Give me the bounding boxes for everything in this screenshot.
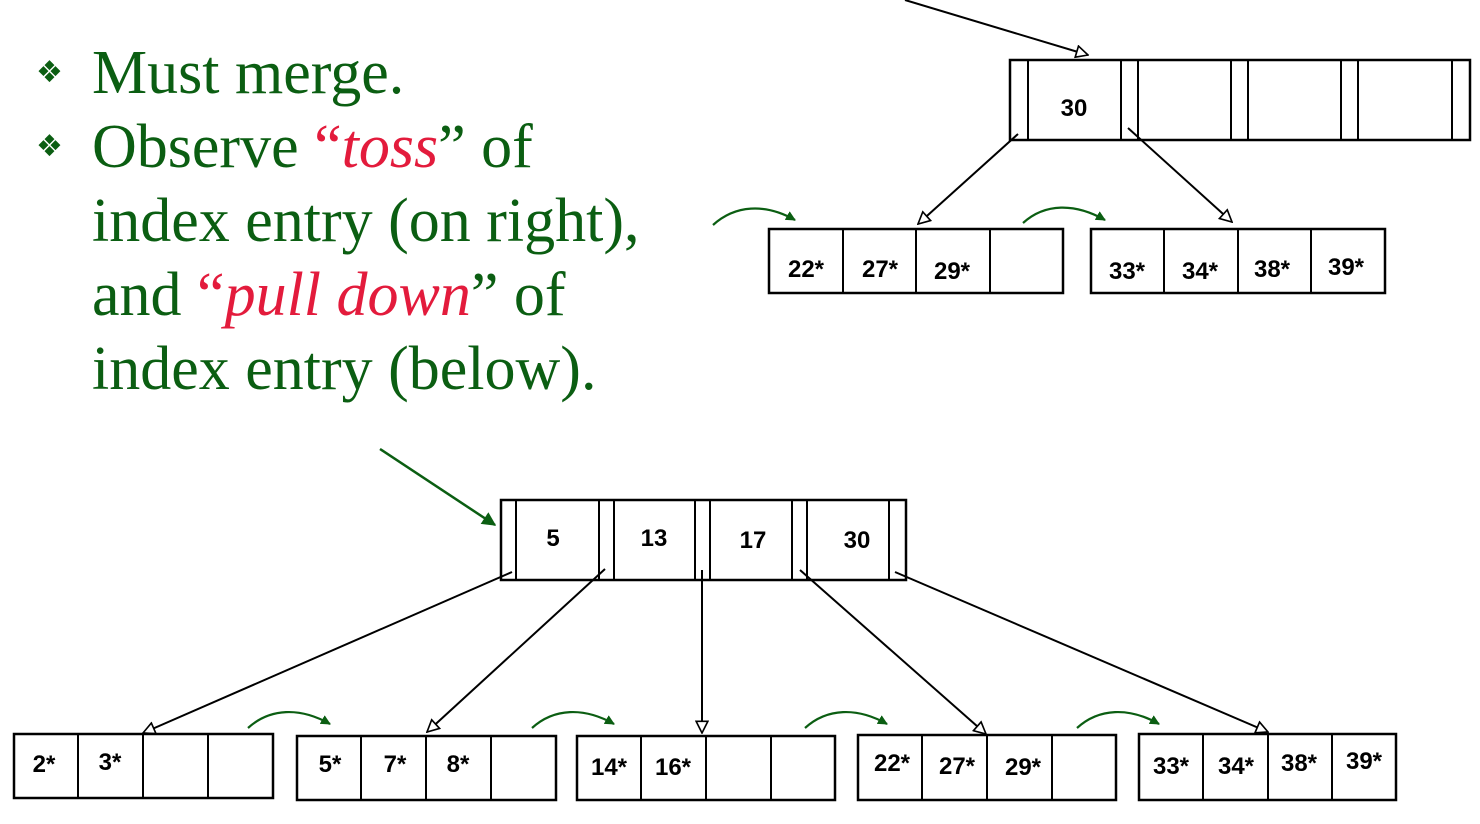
leaf-entry: 38* <box>1254 256 1291 283</box>
index-key: 13 <box>641 525 668 552</box>
bottom-leaf-node-3: 14* 16* <box>575 734 837 802</box>
child-pointer-arrow <box>799 569 986 734</box>
leaf-entry: 39* <box>1328 254 1365 281</box>
pull-down-emphasis: pull down <box>224 261 471 329</box>
text-span: of <box>498 261 566 329</box>
leaf-entry: 34* <box>1218 753 1255 780</box>
leaf-entry: 22* <box>788 256 825 283</box>
leaf-entry: 34* <box>1182 258 1219 285</box>
bullet-item-must-merge: ❖ Must merge. <box>36 36 640 110</box>
text-span: of <box>465 113 533 181</box>
bullet-line-4: index entry (below). <box>92 335 597 403</box>
leaf-entry: 33* <box>1153 753 1190 780</box>
leaf-entry: 38* <box>1281 750 1318 777</box>
bottom-leaf-node-5: 33* 34* 38* 39* <box>1137 732 1398 802</box>
bottom-leaf-node-1: 2* 3* <box>12 732 275 800</box>
sibling-link-arrow <box>712 207 796 226</box>
leaf-entry: 14* <box>591 754 628 781</box>
text-span: and <box>92 261 198 329</box>
leaf-entry: 22* <box>874 750 911 777</box>
child-pointer-arrow <box>918 133 1019 224</box>
index-key: 17 <box>740 527 767 554</box>
leaf-entry: 2* <box>33 751 56 778</box>
leaf-entry: 29* <box>934 258 971 285</box>
bottom-leaf-node-2: 5* 7* 8* <box>295 734 558 802</box>
top-leaf-node-1: 22* 27* 29* <box>767 227 1065 295</box>
bullet-item-observe: ❖ Observe “toss” of index entry (on righ… <box>36 110 640 406</box>
leaf-entry: 16* <box>655 754 692 781</box>
leaf-entry: 27* <box>862 256 899 283</box>
leaf-entry: 7* <box>384 751 407 778</box>
sibling-link-arrow <box>247 711 331 729</box>
index-key: 30 <box>844 527 871 554</box>
root-pointer-arrow <box>904 0 1088 55</box>
toss-emphasis: toss <box>341 113 439 181</box>
bottom-leaf-node-4: 22* 27* 29* <box>856 733 1118 802</box>
open-quote: “ <box>197 261 225 329</box>
sibling-link-arrow <box>1022 206 1106 224</box>
sibling-link-arrow <box>1076 711 1160 729</box>
sibling-link-arrow <box>804 711 888 729</box>
text-span: Observe <box>92 113 315 181</box>
leaf-entry: 5* <box>319 751 342 778</box>
child-pointer-arrow <box>427 568 606 732</box>
child-pointer-arrow <box>143 571 513 733</box>
leaf-entry: 3* <box>99 749 122 776</box>
diamond-bullet-icon: ❖ <box>36 55 63 90</box>
diamond-bullet-icon: ❖ <box>36 129 63 164</box>
leaf-entry: 39* <box>1346 748 1383 775</box>
open-quote: “ <box>314 113 342 181</box>
child-pointer-arrow <box>894 571 1268 732</box>
index-key: 5 <box>546 525 559 552</box>
leaf-entry: 29* <box>1005 754 1042 781</box>
bullet-line-2: index entry (on right), <box>92 187 640 255</box>
leaf-entry: 27* <box>939 753 976 780</box>
root-pointer-arrow <box>379 447 497 527</box>
close-quote: ” <box>438 113 466 181</box>
close-quote: ” <box>470 261 499 329</box>
leaf-entry: 8* <box>447 751 470 778</box>
sibling-link-arrow <box>531 711 615 729</box>
leaf-entry: 33* <box>1109 258 1146 285</box>
bullet-text: Must merge. <box>92 39 405 107</box>
bullet-line-3: and “pull down” of <box>92 258 640 332</box>
bullet-list: ❖ Must merge. ❖ Observe “toss” of index … <box>36 36 640 406</box>
bullet-line-1: Observe “toss” of <box>92 110 640 184</box>
top-index-node: 30 <box>1008 58 1472 142</box>
top-leaf-node-2: 33* 34* 38* 39* <box>1089 227 1387 295</box>
child-pointer-arrow <box>1127 127 1232 222</box>
index-key: 30 <box>1061 95 1088 122</box>
bottom-index-node: 5 13 17 30 <box>499 498 908 582</box>
